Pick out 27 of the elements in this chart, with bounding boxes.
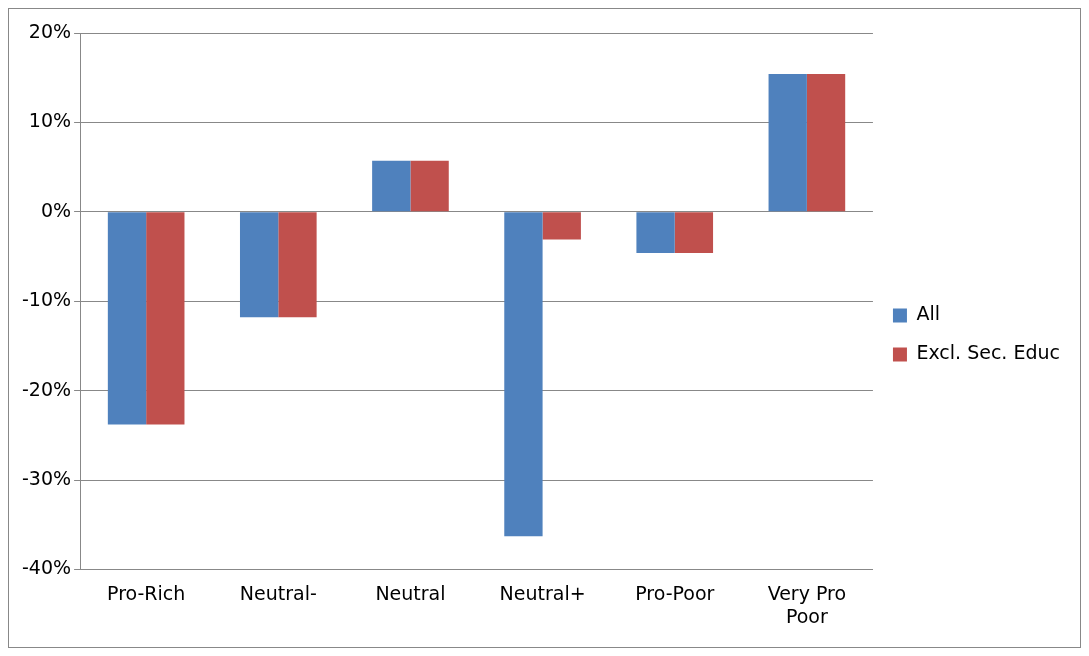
bar	[504, 212, 543, 537]
x-tick-label: Neutral+	[499, 581, 586, 604]
y-tick-label: 20%	[28, 19, 72, 42]
y-tick-label: -20%	[21, 377, 72, 400]
x-tick-label: Neutral	[375, 581, 446, 604]
x-tick-label: Pro-Rich	[106, 581, 186, 604]
bar	[107, 212, 147, 425]
x-tick-label: Very Pro Poor	[767, 581, 847, 627]
y-tick-label: 0%	[40, 198, 72, 221]
y-tick-label: 10%	[28, 109, 72, 132]
x-tick-label: Neutral-	[239, 581, 317, 604]
bar	[146, 212, 185, 425]
x-tick-label: Pro-Poor	[635, 581, 715, 604]
bar	[372, 160, 411, 212]
bar	[674, 212, 714, 253]
bar	[410, 160, 449, 212]
y-tick-label: -40%	[21, 556, 72, 579]
bar	[278, 212, 317, 318]
y-tick-label: -10%	[21, 288, 72, 311]
legend-label: Excl. Sec. Educ	[916, 341, 1061, 364]
bar	[806, 74, 846, 212]
y-tick-label: -30%	[21, 466, 72, 489]
bar	[768, 74, 807, 212]
bar	[239, 212, 279, 318]
bar	[636, 212, 675, 253]
legend-label: All	[916, 302, 941, 325]
bar	[542, 212, 581, 240]
